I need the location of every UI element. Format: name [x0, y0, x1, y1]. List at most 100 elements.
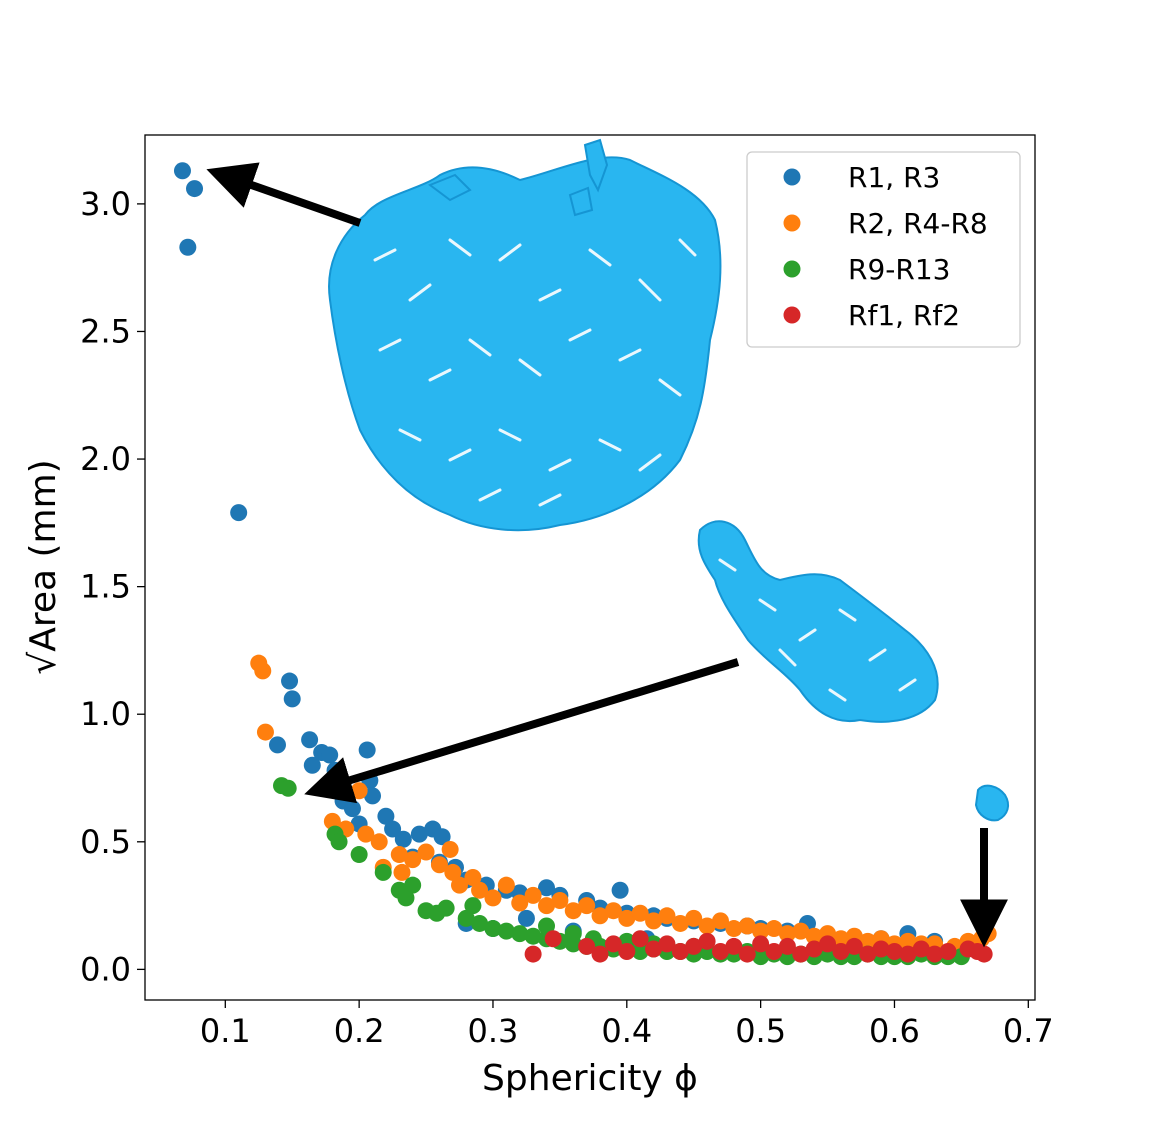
- x-tick-label: 0.5: [735, 1012, 786, 1050]
- x-tick-label: 0.7: [1003, 1012, 1054, 1050]
- x-axis-ticks: 0.1 0.2 0.3 0.4 0.5 0.6 0.7: [200, 1000, 1054, 1050]
- data-point: [301, 731, 319, 749]
- data-point: [738, 917, 756, 935]
- data-point: [671, 943, 689, 961]
- data-point: [430, 856, 448, 874]
- data-point: [698, 932, 716, 950]
- data-point: [752, 922, 770, 940]
- data-point: [926, 945, 944, 963]
- data-point: [303, 756, 321, 774]
- data-point: [374, 863, 392, 881]
- y-tick-label: 2.0: [80, 440, 131, 478]
- data-point: [912, 940, 930, 958]
- data-point: [685, 909, 703, 927]
- data-point: [671, 914, 689, 932]
- large-pore-network-render: [328, 138, 722, 532]
- data-point: [685, 937, 703, 955]
- data-point: [899, 932, 917, 950]
- data-point: [578, 897, 596, 915]
- small-pore-render: [974, 784, 1010, 822]
- data-point: [256, 723, 274, 741]
- data-point: [370, 833, 388, 851]
- data-point: [939, 943, 957, 961]
- scatter-points: [173, 162, 997, 966]
- data-point: [357, 825, 375, 843]
- legend: R1, R3 R2, R4-R8 R9-R13 Rf1, Rf2: [746, 151, 1021, 348]
- data-point: [538, 879, 556, 897]
- data-point: [358, 741, 376, 759]
- data-point: [404, 876, 422, 894]
- legend-label: Rf1, Rf2: [848, 299, 960, 332]
- data-point: [618, 943, 636, 961]
- medium-pore-network-render: [697, 520, 939, 723]
- data-point: [384, 820, 402, 838]
- data-point: [885, 943, 903, 961]
- data-point: [281, 672, 299, 690]
- data-point: [394, 830, 412, 848]
- data-point: [645, 912, 663, 930]
- legend-frame: [746, 151, 1021, 348]
- data-point: [631, 930, 649, 948]
- x-tick-label: 0.3: [468, 1012, 519, 1050]
- data-point: [551, 891, 569, 909]
- plot-frame: [144, 134, 1036, 1001]
- legend-label: R2, R4-R8: [848, 207, 988, 240]
- data-point: [397, 889, 415, 907]
- data-point: [323, 812, 341, 830]
- data-point: [859, 932, 877, 950]
- data-point: [321, 746, 339, 764]
- data-point: [437, 899, 455, 917]
- data-point: [899, 945, 917, 963]
- data-point: [738, 945, 756, 963]
- y-axis-ticks: 0.0 0.5 1.0 1.5 2.0 2.5 3.0: [80, 185, 145, 988]
- data-point: [591, 945, 609, 963]
- legend-label: R9-R13: [848, 253, 950, 286]
- data-point: [497, 876, 515, 894]
- data-point: [497, 922, 515, 940]
- data-point: [484, 920, 502, 938]
- y-axis-label: √Area (mm): [23, 459, 64, 674]
- data-point: [393, 863, 411, 881]
- arrow-to-medium-pore: [304, 658, 740, 804]
- data-point: [792, 922, 810, 940]
- data-point: [819, 935, 837, 953]
- data-point: [645, 940, 663, 958]
- data-point: [471, 914, 489, 932]
- data-point: [451, 876, 469, 894]
- data-point: [752, 935, 770, 953]
- arrow-to-largest-pore: [206, 162, 362, 227]
- legend-marker: [783, 168, 801, 186]
- data-point: [591, 907, 609, 925]
- y-tick-label: 0.5: [80, 823, 131, 861]
- data-point: [631, 904, 649, 922]
- y-tick-label: 3.0: [80, 185, 131, 223]
- x-tick-label: 0.2: [334, 1012, 385, 1050]
- data-point: [765, 943, 783, 961]
- data-point: [364, 787, 382, 805]
- data-point: [611, 881, 629, 899]
- data-point: [254, 662, 272, 680]
- series-4: [524, 930, 993, 963]
- data-point: [711, 912, 729, 930]
- data-point: [377, 807, 395, 825]
- data-point: [564, 925, 582, 943]
- data-point: [538, 897, 556, 915]
- data-point: [343, 800, 361, 818]
- data-point: [173, 162, 191, 180]
- data-point: [631, 943, 649, 961]
- data-point: [578, 937, 596, 955]
- data-point: [859, 945, 877, 963]
- y-tick-label: 0.0: [80, 950, 131, 988]
- data-point: [471, 881, 489, 899]
- data-point: [511, 925, 529, 943]
- data-point: [658, 907, 676, 925]
- data-point: [711, 943, 729, 961]
- data-point: [517, 909, 535, 927]
- data-point: [805, 927, 823, 945]
- data-point: [765, 920, 783, 938]
- data-point: [230, 504, 248, 522]
- data-point: [524, 927, 542, 945]
- data-point: [464, 869, 482, 887]
- data-point: [805, 940, 823, 958]
